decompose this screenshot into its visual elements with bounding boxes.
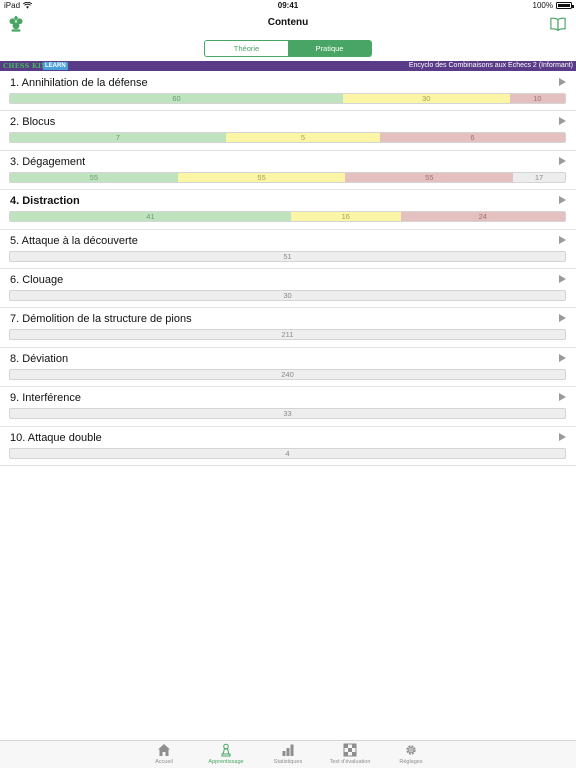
progress-bar: 41 16 24 [9, 211, 566, 223]
tab-learning[interactable]: Apprentissage [196, 743, 256, 765]
chapter-row[interactable]: 1. Annihilation de la défense 60 30 10 [0, 72, 576, 112]
pawn-icon [221, 743, 231, 757]
progress-bar: 4 [9, 447, 566, 459]
page-title: Contenu [267, 17, 309, 28]
failed-segment: 55 [345, 172, 514, 182]
tab-evaluation[interactable]: Test d'évaluation [320, 743, 380, 765]
wifi-icon [23, 2, 33, 9]
tab-bar: Accueil Apprentissage Statistiques Test … [0, 740, 576, 768]
solved-segment: 55 [10, 172, 178, 182]
bar-chart-icon [282, 744, 294, 756]
chapter-row[interactable]: 3. Dégagement 55 55 55 17 [0, 151, 576, 191]
play-arrow-icon[interactable] [559, 235, 566, 244]
progress-bar: 60 30 10 [9, 93, 566, 104]
chapter-list: 1. Annihilation de la défense 60 30 10 2. Bl… [0, 72, 576, 466]
play-arrow-icon[interactable] [559, 353, 566, 362]
chapter-row[interactable]: 9. Interférence 33 [0, 387, 576, 427]
partial-segment: 55 [177, 172, 346, 182]
progress-bar: 30 [9, 289, 566, 301]
chess-king-logo-icon[interactable] [7, 15, 25, 33]
chapter-title: 5. Attaque à la découverte [10, 234, 138, 247]
chapter-title: 2. Blocus [10, 116, 56, 129]
chapter-title: 6. Clouage [10, 273, 64, 286]
tab-label: Réglages [399, 759, 423, 765]
play-arrow-icon[interactable] [559, 314, 566, 323]
partial-segment: 16 [290, 212, 401, 222]
chapter-title: 8. Déviation [10, 352, 69, 365]
status-time: 09:41 [277, 1, 299, 10]
play-arrow-icon[interactable] [559, 274, 566, 283]
failed-segment: 10 [509, 94, 565, 103]
device-label: iPad [4, 1, 21, 10]
progress-bar: 55 55 55 17 [9, 171, 566, 183]
solved-segment: 41 [10, 212, 291, 222]
gear-icon [406, 745, 416, 755]
book-banner: CHESS KING LEARN Encyclo des Combinaison… [0, 61, 576, 71]
tab-label: Test d'évaluation [329, 759, 371, 765]
play-arrow-icon[interactable] [559, 78, 566, 86]
tab-home[interactable]: Accueil [134, 743, 194, 765]
status-bar: iPad 09:41 100% [0, 0, 576, 12]
tab-label: Accueil [155, 759, 173, 765]
play-arrow-icon[interactable] [559, 156, 566, 165]
unsolved-segment: 17 [513, 172, 565, 182]
play-arrow-icon[interactable] [559, 196, 566, 205]
play-arrow-icon[interactable] [559, 432, 566, 441]
tab-settings[interactable]: Réglages [381, 743, 441, 765]
battery-icon [556, 2, 574, 9]
chapter-title: 4. Distraction [10, 195, 80, 208]
learn-badge: LEARN [43, 62, 68, 70]
progress-bar: 211 [9, 329, 566, 341]
solved-segment: 7 [10, 133, 226, 143]
failed-segment: 24 [400, 212, 565, 222]
chapter-row[interactable]: 8. Déviation 240 [0, 348, 576, 388]
brand-label: CHESS KING [3, 62, 53, 70]
chapter-row[interactable]: 5. Attaque à la découverte 51 [0, 230, 576, 269]
segment-practice[interactable]: Pratique [288, 41, 371, 56]
progress-bar: 51 [9, 250, 566, 262]
progress-bar: 240 [9, 368, 566, 380]
chapter-row[interactable]: 10. Attaque double 4 [0, 427, 576, 466]
chapter-row[interactable]: 4. Distraction 41 16 24 [0, 190, 576, 230]
play-arrow-icon[interactable] [559, 117, 566, 126]
tab-label: Apprentissage [208, 759, 244, 765]
mode-segmented-control: Théorie Pratique [204, 40, 372, 57]
navigation-bar: Contenu [0, 12, 576, 36]
partial-segment: 30 [343, 94, 510, 103]
progress-bar: 33 [9, 408, 566, 420]
segment-theory[interactable]: Théorie [205, 41, 288, 56]
home-icon [158, 744, 170, 756]
chapter-row[interactable]: 6. Clouage 30 [0, 269, 576, 309]
tab-label: Statistiques [273, 759, 303, 765]
partial-segment: 5 [225, 133, 380, 143]
chapter-title: 7. Démolition de la structure de pions [10, 313, 192, 326]
book-icon[interactable] [550, 16, 566, 32]
tab-statistics[interactable]: Statistiques [258, 743, 318, 765]
chapter-title: 10. Attaque double [10, 431, 102, 444]
chapter-title: 9. Interférence [10, 392, 81, 405]
chapter-title: 3. Dégagement [10, 155, 86, 168]
chapter-row[interactable]: 2. Blocus 7 5 6 [0, 111, 576, 151]
book-title: Encyclo des Combinaisons aux Echecs 2 (I… [408, 62, 573, 69]
play-arrow-icon[interactable] [559, 393, 566, 402]
chapter-row[interactable]: 7. Démolition de la structure de pions 21… [0, 308, 576, 348]
battery-percent: 100% [532, 1, 553, 10]
chapter-title: 1. Annihilation de la défense [10, 77, 148, 89]
failed-segment: 6 [379, 133, 565, 143]
solved-segment: 60 [10, 94, 343, 103]
checker-icon [343, 743, 357, 757]
